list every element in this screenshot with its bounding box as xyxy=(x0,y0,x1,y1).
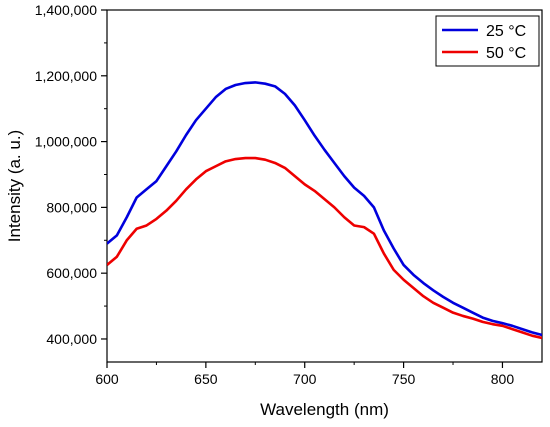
legend: 25 °C 50 °C xyxy=(435,15,540,67)
x-tick-label: 600 xyxy=(95,371,119,387)
y-tick-label: 1,000,000 xyxy=(35,134,97,150)
y-tick-label: 600,000 xyxy=(46,265,97,281)
series-layer xyxy=(107,81,542,340)
legend-label: 25 °C xyxy=(486,23,526,40)
y-axis-title: Intensity (a. u.) xyxy=(5,130,24,242)
x-axis: 600 650 700 750 800 xyxy=(95,362,514,387)
plot-frame xyxy=(106,9,543,363)
legend-box xyxy=(435,15,540,67)
y-tick-label: 1,400,000 xyxy=(35,2,97,18)
plot-area xyxy=(106,9,543,363)
x-axis-title: Wavelength (nm) xyxy=(260,400,389,419)
y-axis: 400,000 600,000 800,000 1,000,000 1,200,000 1… xyxy=(35,2,107,347)
x-tick-label: 700 xyxy=(293,371,317,387)
y-tick-label: 400,000 xyxy=(46,331,97,347)
legend-label: 50 °C xyxy=(486,45,526,62)
series-line-1 xyxy=(107,81,542,337)
series-line-2 xyxy=(107,156,542,340)
x-tick-label: 650 xyxy=(194,371,218,387)
y-tick-label: 800,000 xyxy=(46,199,97,215)
x-tick-label: 800 xyxy=(491,371,515,387)
x-tick-label: 750 xyxy=(392,371,416,387)
y-tick-label: 1,200,000 xyxy=(35,68,97,84)
